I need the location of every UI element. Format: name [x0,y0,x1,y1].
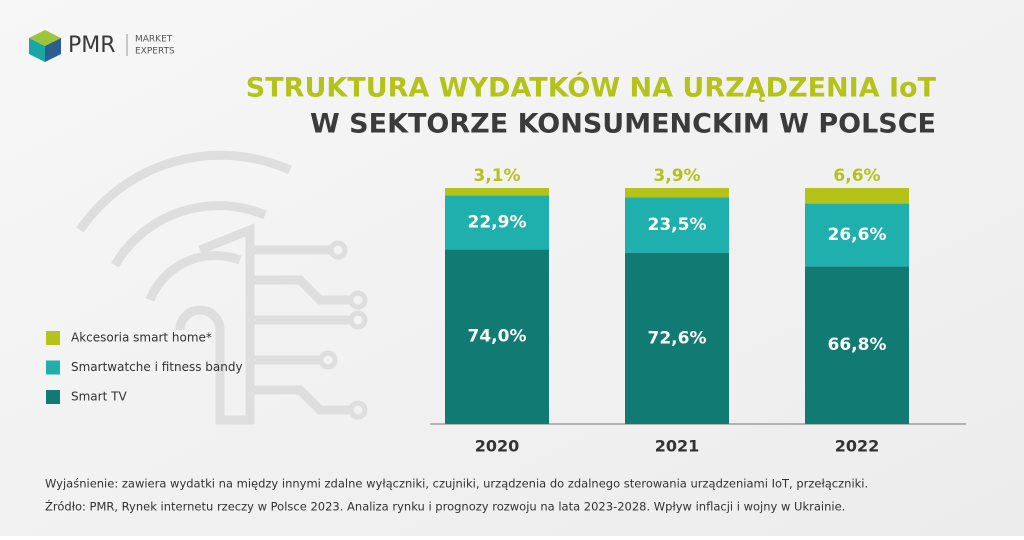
source: Źródło: PMR, Rynek internetu rzeczy w Po… [45,499,845,514]
data-label: 26,6% [828,225,887,245]
logo-tagline: MARKET [135,35,173,45]
data-label: 22,9% [468,212,527,232]
data-label: 3,1% [473,166,520,186]
data-label: 6,6% [833,166,880,186]
bar-segment [445,195,549,250]
x-tick-label: 2022 [835,437,880,456]
data-label: 23,5% [648,215,707,235]
bar-segment [805,266,909,424]
x-tick-label: 2020 [475,437,520,456]
legend-label: Akcesoria smart home* [71,331,212,345]
x-tick-label: 2021 [655,437,700,456]
decoration [76,150,350,425]
bar-segment [805,188,909,204]
data-label: 3,9% [653,166,700,186]
bar-segment [625,188,729,198]
legend-swatch [46,331,60,345]
data-label: 66,8% [828,335,887,355]
legend-swatch [46,390,60,404]
legend-label: Smartwatche i fitness bandy [71,360,243,374]
bar-segment [625,252,729,424]
chart-title: STRUKTURA WYDATKÓW NA URZĄDZENIA IoT [246,72,937,104]
logo-tagline: EXPERTS [135,47,175,57]
decoration-nodes [318,240,368,420]
chart-subtitle: W SEKTORZE KONSUMENCKIM W POLSCE [310,109,936,140]
logo: PMR MARKET EXPERTS [29,30,175,62]
bar-segment [445,249,549,424]
data-label: 72,6% [648,328,707,348]
bar-segment [625,197,729,253]
legend-swatch [46,360,60,375]
note: Wyjaśnienie: zawiera wydatki na między i… [45,477,868,491]
legend-label: Smart TV [71,390,127,404]
bar-segment [445,188,549,196]
data-label: 74,0% [468,327,527,347]
bar-segment [805,203,909,267]
logo-name: PMR [68,33,116,58]
